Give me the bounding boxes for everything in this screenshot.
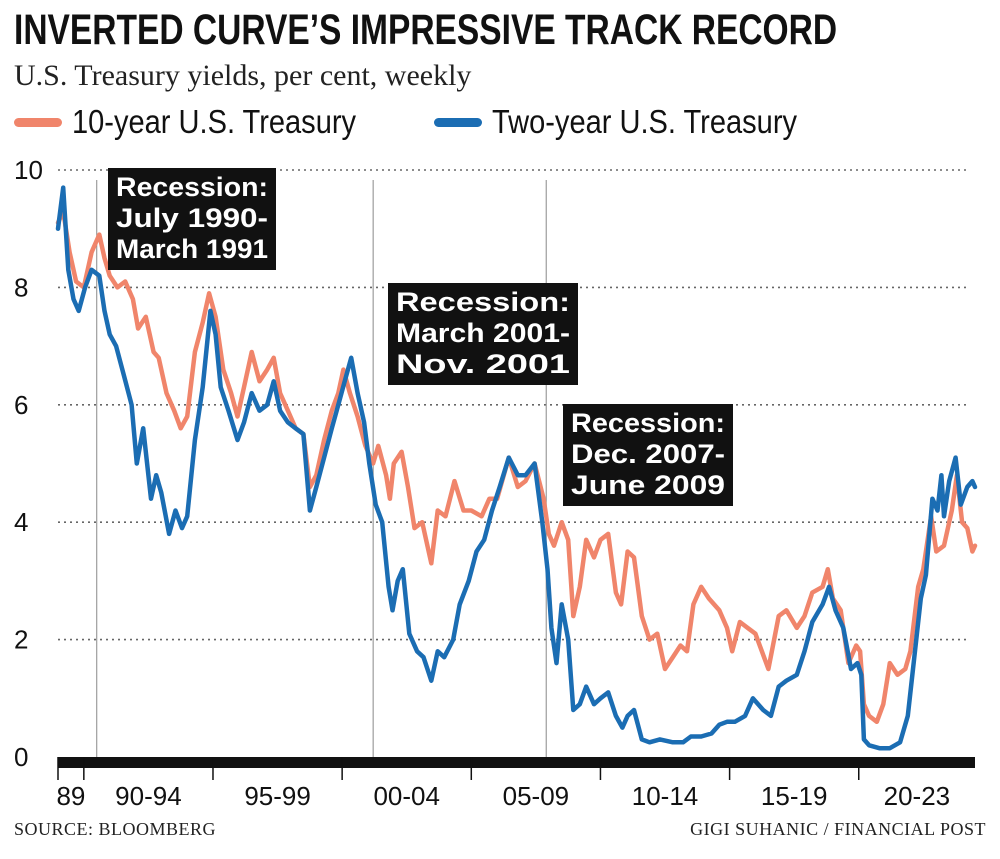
x-tick-95-99: 95-99	[244, 781, 311, 811]
x-tick-00-04: 00-04	[373, 781, 440, 811]
recession-label-2-line-3: Nov. 2001	[396, 349, 570, 379]
legend-swatch-two-year	[434, 117, 482, 127]
x-tick-20-23: 20-23	[884, 781, 951, 811]
chart-subtitle: U.S. Treasury yields, per cent, weekly	[14, 59, 472, 92]
source-note: SOURCE: BLOOMBERG	[14, 819, 217, 839]
recession-label-1-line-3: March 1991	[116, 234, 268, 264]
chart-title: INVERTED CURVE’S IMPRESSIVE TRACK RECORD	[14, 6, 838, 54]
recession-box-3	[563, 404, 733, 506]
legend-label-two-year: Two-year U.S. Treasury	[492, 103, 798, 140]
x-tick-90-94: 90-94	[115, 781, 182, 811]
credit-note: GIGI SUHANIC / FINANCIAL POST	[690, 819, 986, 839]
recession-label-1-line-2: July 1990-	[116, 203, 268, 233]
series-line-two-year	[55, 185, 978, 751]
x-tick-05-09: 05-09	[503, 781, 570, 811]
x-axis-bar	[58, 757, 975, 768]
x-tick-89: 89	[56, 781, 85, 811]
legend-item-10-year: 10-year U.S. Treasury	[14, 102, 395, 142]
recession-label-2-line-1: Recession:	[396, 287, 570, 317]
recession-box-1	[108, 168, 276, 270]
legend-label-10-year: 10-year U.S. Treasury	[72, 103, 357, 140]
y-tick-2: 2	[14, 625, 28, 655]
y-tick-4: 4	[14, 507, 28, 537]
legend-swatch-10-year	[14, 117, 62, 127]
x-tick-15-19: 15-19	[761, 781, 828, 811]
legend-item-two-year: Two-year U.S. Treasury	[434, 102, 839, 142]
y-tick-10: 10	[14, 155, 43, 185]
y-tick-0: 0	[14, 742, 28, 772]
recession-label-2-line-2: March 2001-	[396, 318, 570, 348]
x-tick-10-14: 10-14	[632, 781, 699, 811]
recession-box-2	[388, 283, 578, 385]
recession-label-3-line-3: June 2009	[571, 470, 725, 500]
recession-label-3-line-2: Dec. 2007-	[571, 439, 725, 469]
recession-label-1-line-1: Recession:	[116, 172, 268, 202]
recession-label-3-line-1: Recession:	[571, 408, 725, 438]
y-tick-6: 6	[14, 390, 28, 420]
y-tick-8: 8	[14, 272, 28, 302]
